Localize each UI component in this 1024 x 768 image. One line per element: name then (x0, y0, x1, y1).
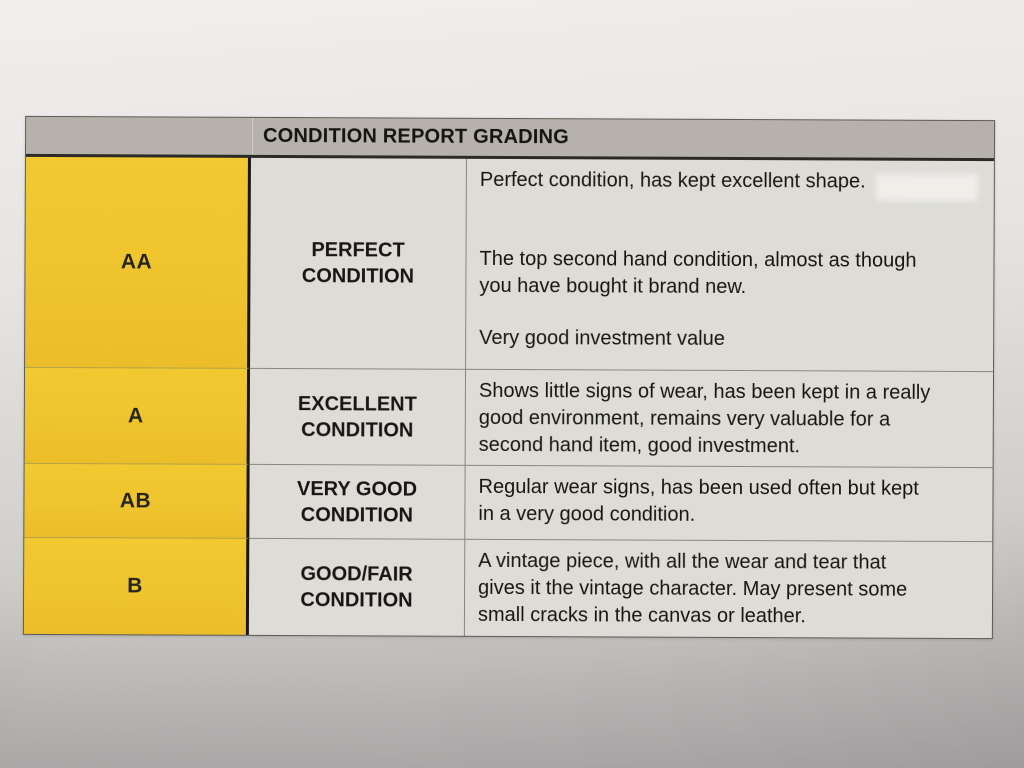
grade-name: GOOD/FAIR CONDITION (300, 563, 413, 612)
grade-name: EXCELLENT CONDITION (297, 392, 417, 442)
grade-name-cell: EXCELLENT CONDITION (249, 367, 467, 465)
table-header-row: CONDITION REPORT GRADING (25, 116, 995, 162)
grade-description-cell: Regular wear signs, has been used often … (465, 464, 993, 542)
description-paragraph: Shows little signs of wear, has been kep… (478, 379, 931, 458)
description-paragraph: The top second hand condition, almost as… (479, 247, 917, 299)
grade-code: AA (120, 250, 153, 274)
table-row-grade-ab: AB VERY GOOD CONDITION Regular wear sign… (24, 462, 993, 542)
description-paragraph: Regular wear signs, has been used often … (478, 475, 919, 526)
grade-description-cell: Shows little signs of wear, has been kep… (465, 368, 994, 468)
grade-code: AB (119, 488, 152, 512)
grade-name-cell: GOOD/FAIR CONDITION (248, 537, 466, 636)
grade-code-cell: A (24, 366, 251, 464)
description-paragraph: Very good investment value (479, 326, 725, 350)
table-title: CONDITION REPORT GRADING (263, 124, 570, 149)
grade-code: A (127, 403, 144, 427)
grade-name: PERFECT CONDITION (301, 239, 415, 288)
table-row-grade-b: B GOOD/FAIR CONDITION A vintage piece, w… (23, 536, 993, 639)
grade-code: B (127, 574, 143, 598)
condition-report-table: CONDITION REPORT GRADING AA PERFECT COND… (22, 115, 996, 640)
table-row-grade-aa: AA PERFECT CONDITION Perfect condition, … (25, 156, 994, 372)
grade-code-cell: B (23, 536, 250, 635)
grade-code-cell: AA (25, 156, 251, 368)
table-row-grade-a: A EXCELLENT CONDITION Shows little signs… (24, 366, 994, 468)
grade-description-cell: Perfect condition, has kept excellent sh… (466, 158, 994, 372)
whiteout-mark (875, 173, 978, 202)
grade-name-cell: PERFECT CONDITION (250, 157, 467, 369)
grade-name-cell: VERY GOOD CONDITION (249, 463, 466, 539)
grade-name: VERY GOOD CONDITION (296, 477, 418, 527)
grade-code-cell: AB (24, 462, 250, 538)
description-paragraph: A vintage piece, with all the wear and t… (477, 549, 908, 628)
grade-description-cell: A vintage piece, with all the wear and t… (464, 538, 993, 639)
header-grade-column-spacer (25, 116, 254, 155)
